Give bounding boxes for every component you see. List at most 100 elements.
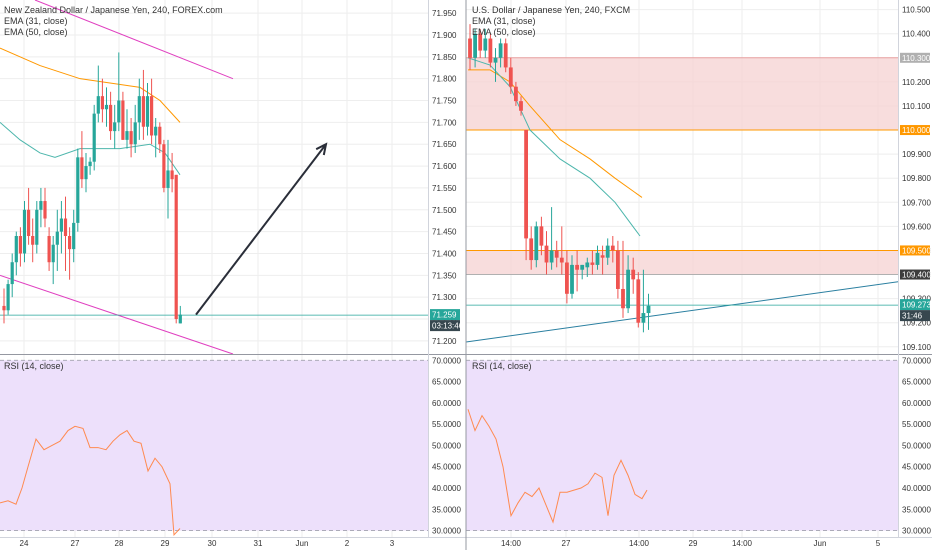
usdjpy-candle-body bbox=[554, 250, 559, 258]
nzdjpy-ema50-line bbox=[0, 47, 181, 123]
nzdjpy-price-tick: 71.200 bbox=[432, 337, 457, 346]
nzdjpy-price-tick: 71.800 bbox=[432, 75, 457, 84]
usdjpy-candle-body bbox=[508, 67, 513, 87]
nzdjpy-price-tick: 71.500 bbox=[432, 206, 457, 215]
usdjpy-rsi-tick: 30.0000 bbox=[902, 527, 931, 536]
nzdjpy-candle-body bbox=[145, 96, 150, 127]
usdjpy-candle-body bbox=[473, 33, 477, 58]
nzdjpy-price-tick: 71.900 bbox=[432, 31, 457, 40]
nzdjpy-countdown: 03:13:46 bbox=[432, 322, 464, 331]
usdjpy-price-tick: 109.700 bbox=[902, 198, 931, 207]
usdjpy-rsi-tick: 55.0000 bbox=[902, 420, 931, 429]
nzdjpy-candle-body bbox=[174, 174, 178, 320]
nzdjpy-legend-ema50: EMA (50, close) bbox=[4, 27, 68, 37]
nzdjpy-candle-body bbox=[96, 96, 100, 114]
usdjpy-rsi-line bbox=[467, 409, 648, 524]
nzdjpy-price-tick: 71.650 bbox=[432, 140, 457, 149]
usdjpy-price-tag-bg bbox=[900, 299, 930, 311]
usdjpy-candle-body bbox=[524, 130, 528, 239]
nzdjpy-candle-body bbox=[72, 222, 76, 250]
nzdjpy-candle-body bbox=[22, 209, 27, 254]
usdjpy-rsi-band bbox=[466, 360, 898, 531]
usdjpy-zone-top-tag: 110.300 bbox=[902, 54, 931, 63]
nzdjpy-rsi-tick: 40.0000 bbox=[432, 484, 461, 493]
usdjpy-time-tick: 5 bbox=[876, 539, 881, 548]
usdjpy-candle-body bbox=[605, 245, 610, 258]
usdjpy-candle-body bbox=[570, 264, 574, 294]
usdjpy-candle-body bbox=[519, 101, 523, 111]
usdjpy-time-tick: 14:00 bbox=[501, 539, 522, 548]
usdjpy-legend-ema50: EMA (50, close) bbox=[472, 27, 536, 37]
usdjpy-rsi-tick: 40.0000 bbox=[902, 484, 931, 493]
nzdjpy-price-tick: 71.700 bbox=[432, 118, 457, 127]
nzdjpy-title: New Zealand Dollar / Japanese Yen, 240, … bbox=[4, 5, 223, 15]
nzdjpy-candle-body bbox=[104, 104, 109, 110]
nzdjpy-price-tick: 71.350 bbox=[432, 271, 457, 280]
usdjpy-price-tick: 110.200 bbox=[902, 78, 931, 87]
nzdjpy-price-tick: 71.600 bbox=[432, 162, 457, 171]
usdjpy-rsi-tick: 70.0000 bbox=[902, 356, 931, 365]
usdjpy-rsi-tick: 60.0000 bbox=[902, 399, 931, 408]
nzdjpy-time-tick: 30 bbox=[208, 539, 217, 548]
nzdjpy-rsi-tick: 45.0000 bbox=[432, 463, 461, 472]
usdjpy-zone-bottom-tag-bg bbox=[900, 125, 930, 136]
usdjpy-rsi-tick: 35.0000 bbox=[902, 505, 931, 514]
nzdjpy-rsi-line bbox=[0, 425, 181, 537]
usdjpy-candle-body bbox=[580, 264, 585, 270]
nzdjpy-time-tick: 28 bbox=[115, 539, 124, 548]
nzdjpy-candle-body bbox=[170, 170, 174, 180]
nzdjpy-forecast-arrow-shaft bbox=[195, 143, 327, 316]
usdjpy-candle-body bbox=[498, 43, 503, 58]
usdjpy-ema31-line bbox=[467, 57, 641, 237]
usdjpy-candle-body bbox=[616, 250, 620, 289]
usdjpy-candle-body bbox=[493, 57, 498, 63]
nzdjpy-candle-body bbox=[35, 209, 39, 245]
usdjpy-trendline bbox=[465, 281, 899, 343]
nzdjpy-candle-body bbox=[14, 236, 18, 263]
nzdjpy-candle-body bbox=[109, 104, 113, 132]
nzdjpy-price-tick: 71.850 bbox=[432, 53, 457, 62]
nzdjpy-candle-body bbox=[43, 201, 47, 219]
usdjpy-time-tick: Jun bbox=[814, 539, 827, 548]
nzdjpy-candle-body bbox=[51, 244, 55, 263]
nzdjpy-candle-body bbox=[80, 157, 84, 180]
usdjpy-candle-body bbox=[631, 269, 636, 280]
usdjpy-candle-body bbox=[478, 33, 483, 51]
nzdjpy-rsi-tick: 50.0000 bbox=[432, 441, 461, 450]
usdjpy-candle-body bbox=[636, 279, 641, 323]
nzdjpy-forecast-arrow-head bbox=[315, 142, 328, 156]
nzdjpy-candle-body bbox=[2, 305, 6, 311]
nzdjpy-legend-ema31: EMA (31, close) bbox=[4, 16, 68, 26]
usdjpy-candle-body bbox=[549, 250, 554, 263]
nzdjpy-time-tick: 3 bbox=[390, 539, 395, 548]
usdjpy-price-tick: 110.500 bbox=[902, 6, 931, 15]
usdjpy-candle-body bbox=[514, 86, 518, 102]
nzdjpy-candle-body bbox=[100, 96, 104, 110]
usdjpy-price-tick: 109.800 bbox=[902, 174, 931, 183]
nzdjpy-candle-body bbox=[166, 170, 170, 188]
nzdjpy-candle-body bbox=[6, 284, 10, 311]
nzdjpy-rsi-tick: 55.0000 bbox=[432, 420, 461, 429]
nzdjpy-candle-body bbox=[129, 131, 133, 145]
nzdjpy-candle-body bbox=[121, 100, 125, 140]
nzdjpy-candle-body bbox=[92, 113, 96, 162]
nzdjpy-price-tag-bg bbox=[430, 309, 460, 321]
usdjpy-rsi-tick: 50.0000 bbox=[902, 441, 931, 450]
usdjpy-candle-body bbox=[626, 269, 630, 309]
nzdjpy-candle-body bbox=[113, 122, 117, 132]
nzdjpy-candle-body bbox=[162, 144, 166, 188]
nzdjpy-time-tick: Jun bbox=[296, 539, 309, 548]
usdjpy-zone-top-tag-bg bbox=[900, 52, 930, 63]
usdjpy-zone bbox=[466, 57, 898, 131]
nzdjpy-price-tick: 71.450 bbox=[432, 228, 457, 237]
usdjpy-candle-body bbox=[646, 305, 651, 314]
usdjpy-rsi-tick: 65.0000 bbox=[902, 378, 931, 387]
nzdjpy-candle-body bbox=[154, 126, 158, 136]
nzdjpy-candle-body bbox=[88, 161, 92, 167]
nzdjpy-candle-body bbox=[76, 157, 80, 223]
nzdjpy-rsi-tick: 35.0000 bbox=[432, 505, 461, 514]
usdjpy-zone-bottom-tag: 110.000 bbox=[902, 126, 931, 135]
usdjpy-candle-body bbox=[559, 257, 564, 263]
usdjpy-price-tick: 109.900 bbox=[902, 150, 931, 159]
